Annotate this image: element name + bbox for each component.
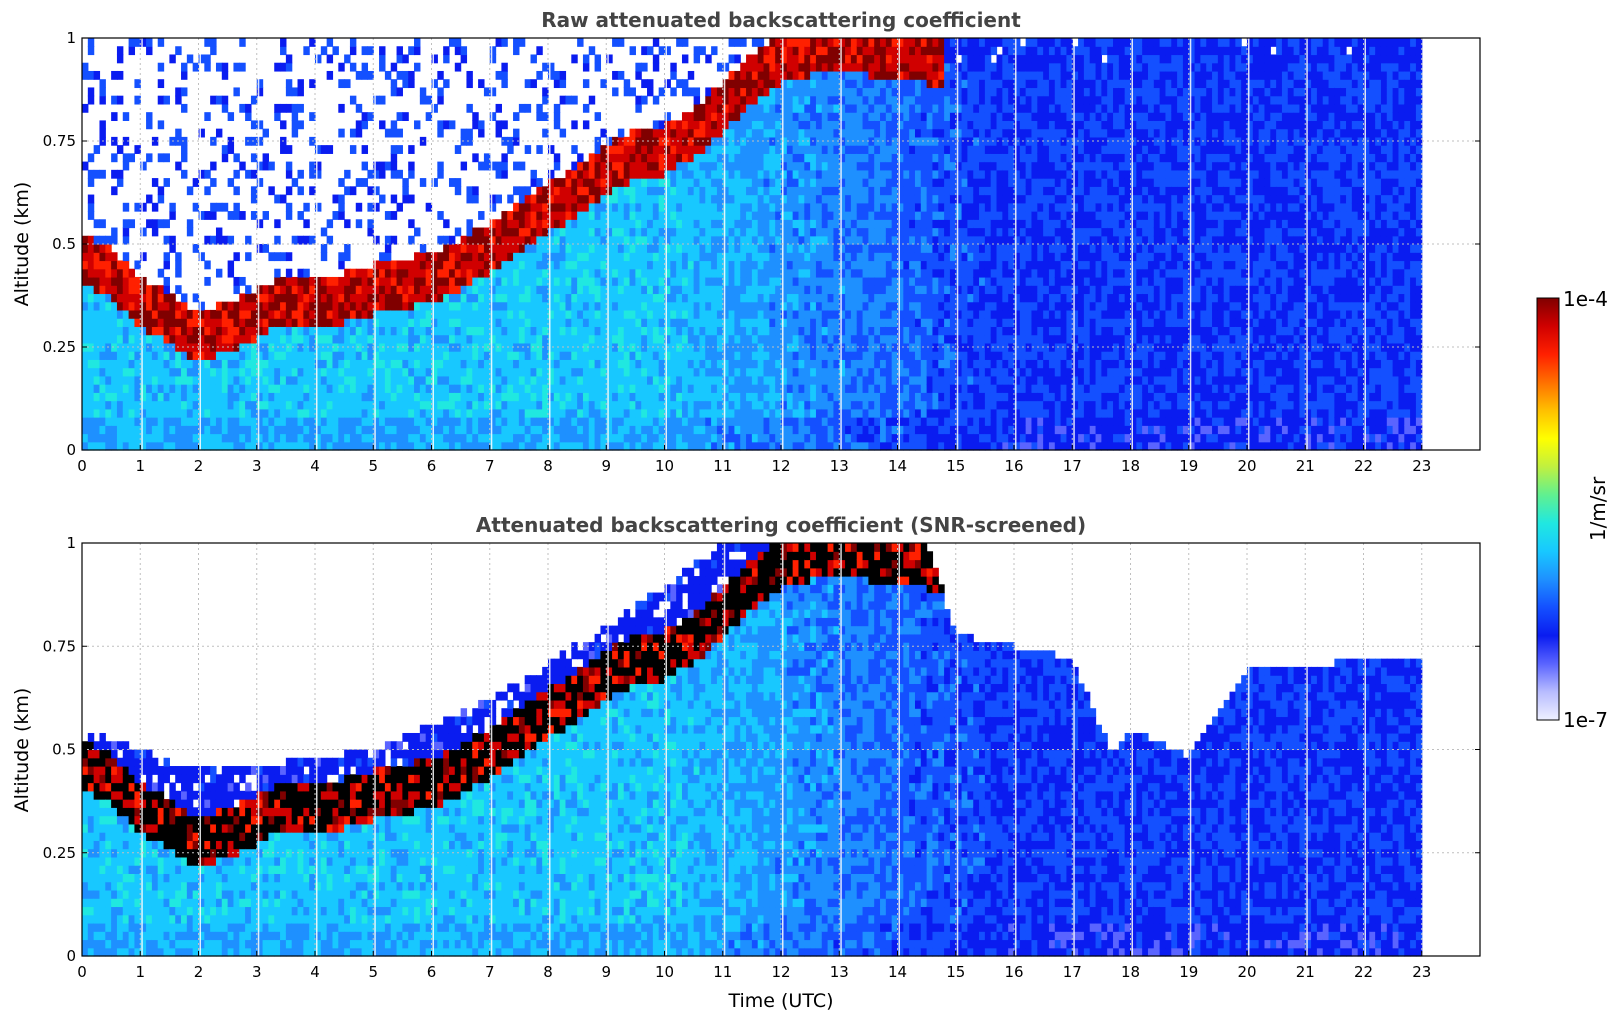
x-tick-label: 16 xyxy=(1004,963,1023,981)
x-tick-label: 17 xyxy=(1063,963,1082,981)
x-tick-label: 6 xyxy=(427,457,437,475)
x-tick-label: 3 xyxy=(252,963,262,981)
x-tick-label: 0 xyxy=(77,963,87,981)
y-tick-label: 0 xyxy=(66,441,76,459)
y-tick-label: 0.25 xyxy=(43,338,76,356)
x-tick-label: 0 xyxy=(77,457,87,475)
screened-heatmap xyxy=(82,543,1423,957)
x-tick-label: 19 xyxy=(1179,457,1198,475)
x-tick-label: 9 xyxy=(601,457,611,475)
x-tick-label: 3 xyxy=(252,457,262,475)
screened-y-axis-label: Altitude (km) xyxy=(11,688,33,813)
y-tick-label: 0.25 xyxy=(43,844,76,862)
colorbar-max-label: 1e-4 xyxy=(1563,287,1608,311)
x-tick-label: 4 xyxy=(310,457,320,475)
x-tick-label: 11 xyxy=(713,963,732,981)
y-tick-label: 0.75 xyxy=(43,132,76,150)
x-tick-label: 7 xyxy=(485,457,495,475)
x-tick-label: 5 xyxy=(368,457,378,475)
x-tick-label: 12 xyxy=(771,963,790,981)
x-tick-label: 22 xyxy=(1354,457,1373,475)
colorbar-min-label: 1e-7 xyxy=(1563,708,1608,732)
x-tick-label: 18 xyxy=(1121,457,1140,475)
y-tick-label: 0 xyxy=(66,947,76,965)
x-tick-label: 7 xyxy=(485,963,495,981)
x-tick-label: 20 xyxy=(1237,457,1256,475)
screened-axis-ticks: 0 1 2 3 4 5 6 7 8 9 10 11 12 13 14 15 16 17 18 19 20 21 22 2300… xyxy=(43,534,1480,981)
x-tick-label: 13 xyxy=(830,457,849,475)
x-tick-label: 9 xyxy=(601,963,611,981)
x-tick-label: 21 xyxy=(1296,457,1315,475)
x-tick-label: 1 xyxy=(135,457,145,475)
x-tick-label: 1 xyxy=(135,963,145,981)
y-tick-label: 1 xyxy=(66,534,76,552)
x-tick-label: 20 xyxy=(1237,963,1256,981)
x-tick-label: 23 xyxy=(1412,457,1431,475)
x-tick-label: 10 xyxy=(655,457,674,475)
x-tick-label: 6 xyxy=(427,963,437,981)
screened-panel-title: Attenuated backscattering coefficient (S… xyxy=(476,513,1086,537)
y-tick-label: 0.5 xyxy=(52,235,76,253)
y-tick-label: 1 xyxy=(66,29,76,47)
raw-panel-title: Raw attenuated backscattering coefficien… xyxy=(541,8,1021,32)
x-tick-label: 19 xyxy=(1179,963,1198,981)
x-tick-label: 13 xyxy=(830,963,849,981)
colorbar-gradient xyxy=(1536,297,1560,721)
x-tick-label: 2 xyxy=(194,457,204,475)
x-tick-label: 10 xyxy=(655,963,674,981)
x-tick-label: 16 xyxy=(1004,457,1023,475)
raw-backscatter-panel: Raw attenuated backscattering coefficien… xyxy=(11,8,1481,475)
x-tick-label: 18 xyxy=(1121,963,1140,981)
raw-heatmap xyxy=(82,38,1423,451)
x-tick-label: 15 xyxy=(946,457,965,475)
x-tick-label: 11 xyxy=(713,457,732,475)
x-tick-label: 4 xyxy=(310,963,320,981)
x-tick-label: 14 xyxy=(888,457,907,475)
x-tick-label: 15 xyxy=(946,963,965,981)
colorbar: 1e-4 1e-7 1/m/sr xyxy=(1536,287,1610,732)
x-tick-label: 14 xyxy=(888,963,907,981)
colorbar-unit-label: 1/m/sr xyxy=(1586,476,1610,541)
x-tick-label: 22 xyxy=(1354,963,1373,981)
x-tick-label: 23 xyxy=(1412,963,1431,981)
screened-backscatter-panel: Attenuated backscattering coefficient (S… xyxy=(11,513,1481,1012)
x-tick-label: 2 xyxy=(194,963,204,981)
x-tick-label: 5 xyxy=(368,963,378,981)
raw-axis-ticks: 0 1 2 3 4 5 6 7 8 9 10 11 12 13 14 15 16 17 18 19 20 21 22 2300… xyxy=(43,29,1480,475)
x-tick-label: 21 xyxy=(1296,963,1315,981)
x-tick-label: 17 xyxy=(1063,457,1082,475)
x-tick-label: 8 xyxy=(543,457,553,475)
raw-y-axis-label: Altitude (km) xyxy=(11,182,33,307)
x-tick-label: 8 xyxy=(543,963,553,981)
time-axis-label: Time (UTC) xyxy=(727,990,833,1012)
x-tick-label: 12 xyxy=(771,457,790,475)
y-tick-label: 0.5 xyxy=(52,741,76,759)
y-tick-label: 0.75 xyxy=(43,637,76,655)
